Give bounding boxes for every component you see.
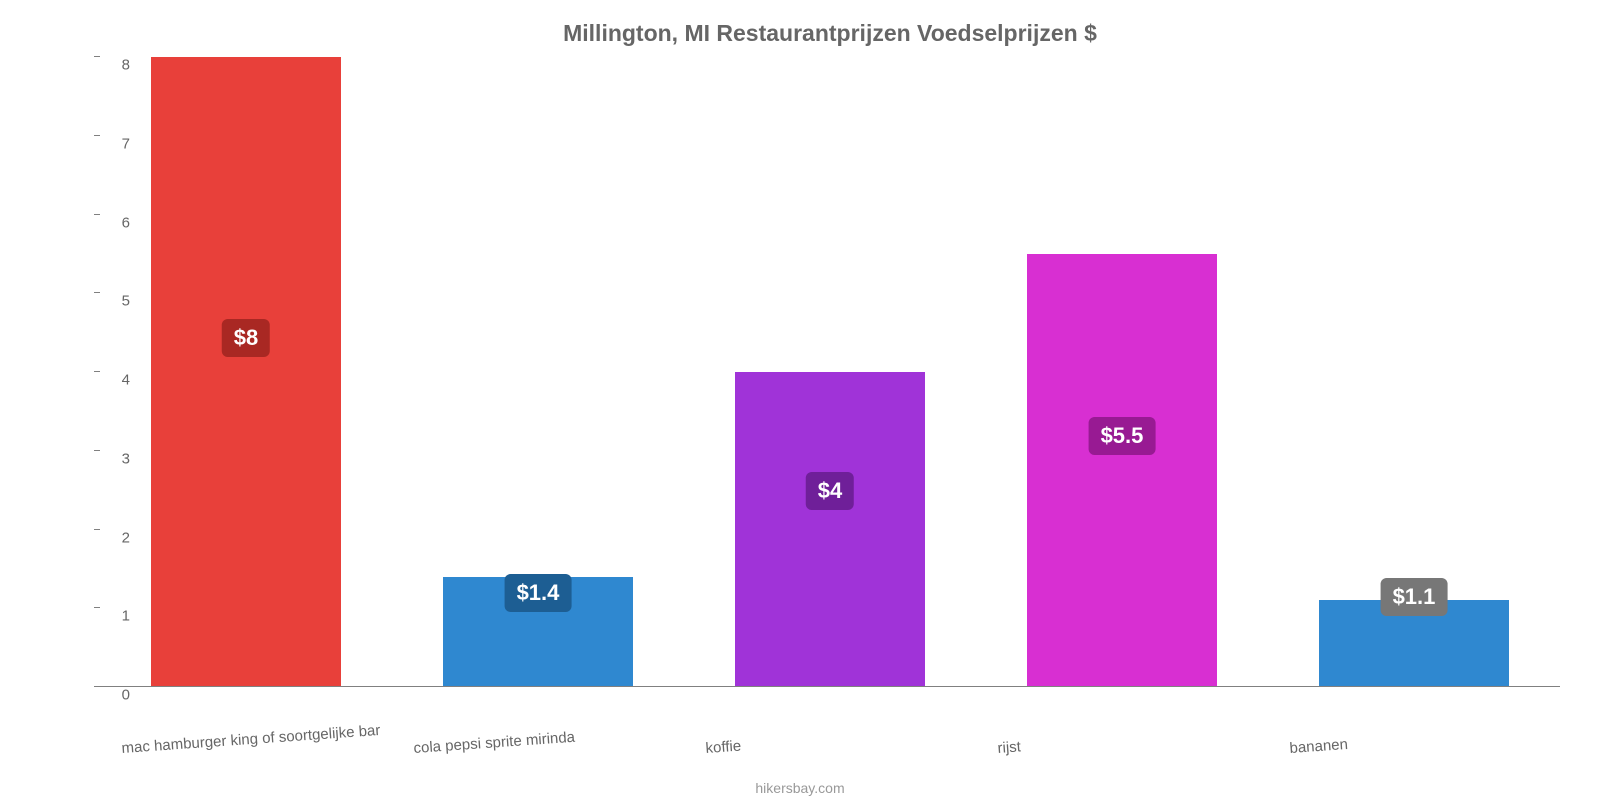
- y-tick-mark: [94, 686, 100, 687]
- y-tick-label: 0: [90, 687, 130, 704]
- x-tick-label: koffie: [705, 738, 742, 757]
- y-tick-mark: [94, 450, 100, 451]
- bar-chart: Millington, MI Restaurantprijzen Voedsel…: [0, 0, 1600, 800]
- bar: $4: [735, 372, 925, 687]
- bar: $8: [151, 57, 341, 687]
- value-badge: $1.4: [505, 574, 572, 612]
- x-tick-label: rijst: [997, 738, 1021, 757]
- x-tick-label: bananen: [1289, 736, 1348, 757]
- y-tick-mark: [94, 529, 100, 530]
- x-tick-label: cola pepsi sprite mirinda: [413, 729, 576, 757]
- bar: $1.1: [1319, 600, 1509, 687]
- credit-text: hikersbay.com: [0, 780, 1600, 796]
- y-tick-mark: [94, 135, 100, 136]
- y-tick-mark: [94, 56, 100, 57]
- y-tick-mark: [94, 607, 100, 608]
- y-tick-mark: [94, 214, 100, 215]
- bar: $5.5: [1027, 254, 1217, 687]
- value-badge: $4: [806, 472, 854, 510]
- x-axis-line: [100, 686, 1560, 687]
- bar: $1.4: [443, 577, 633, 687]
- value-badge: $8: [222, 319, 270, 357]
- bars-container: $8 $1.4 $4 $5.5 $1.1: [100, 57, 1560, 687]
- y-tick-mark: [94, 292, 100, 293]
- plot-area: 012345678 $8$1.4$4$5.5$1.1: [100, 57, 1560, 687]
- y-tick-mark: [94, 371, 100, 372]
- value-badge: $5.5: [1089, 417, 1156, 455]
- chart-title: Millington, MI Restaurantprijzen Voedsel…: [100, 20, 1560, 47]
- x-tick-label: mac hamburger king of soortgelijke bar: [121, 722, 381, 757]
- x-axis-labels: mac hamburger king of soortgelijke barco…: [100, 740, 1560, 780]
- value-badge: $1.1: [1381, 578, 1448, 616]
